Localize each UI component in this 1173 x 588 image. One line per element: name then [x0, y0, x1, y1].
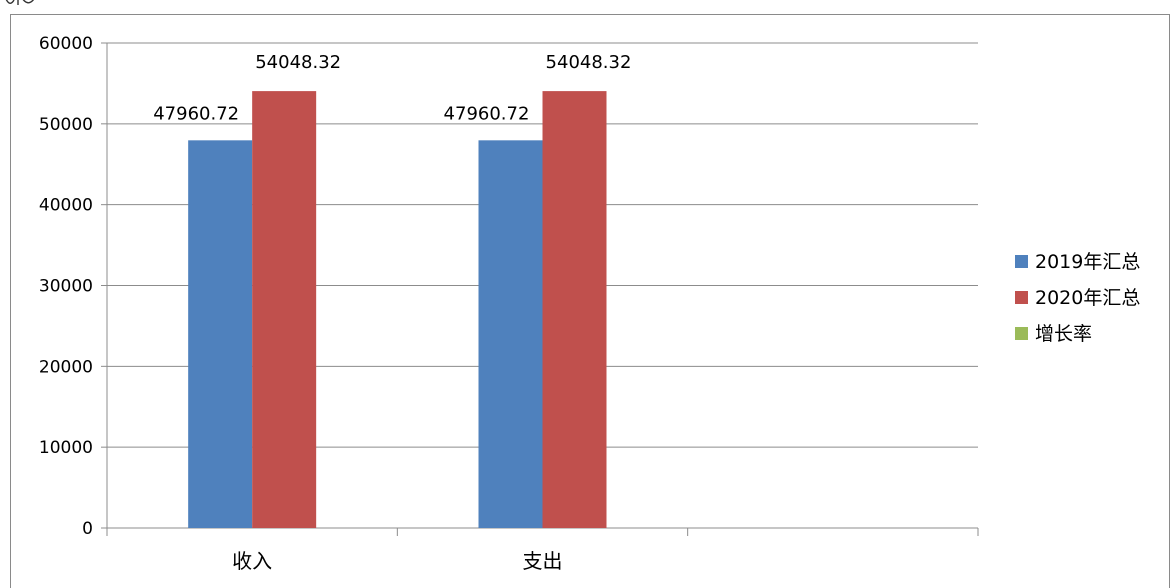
bars: [188, 91, 607, 529]
y-tick-label: 50000: [39, 115, 93, 135]
y-tick-label: 60000: [39, 34, 93, 54]
legend-swatch: [1015, 291, 1028, 304]
legend-label: 2019年汇总: [1035, 251, 1140, 273]
data-label: 54048.32: [255, 52, 341, 73]
bar: [478, 140, 543, 529]
bar: [542, 91, 607, 529]
legend-swatch: [1015, 255, 1028, 268]
y-tick-label: 20000: [39, 357, 93, 377]
legend-swatch: [1015, 327, 1028, 340]
data-label: 54048.32: [546, 52, 632, 73]
data-label: 47960.72: [153, 103, 239, 124]
legend-label: 2020年汇总: [1035, 287, 1140, 309]
x-category-label: 支出: [523, 549, 563, 573]
cropped-header-fragment: [4, 0, 44, 8]
y-tick-label: 40000: [39, 196, 93, 216]
axes: 0 10000 20000 30000 40000 50000 60000 收入 支出: [39, 34, 979, 573]
y-tick-label: 30000: [39, 277, 93, 297]
data-label: 47960.72: [444, 103, 530, 124]
bar: [252, 91, 317, 529]
legend-label: 增长率: [1035, 323, 1092, 345]
data-labels: 47960.72 54048.32 47960.72 54048.32: [153, 52, 631, 124]
x-category-label: 收入: [232, 549, 272, 573]
bar: [188, 140, 253, 529]
cropped-glyph-mark: [5, 0, 35, 5]
y-tick-label: 10000: [39, 438, 93, 458]
y-tick-label: 0: [82, 519, 93, 539]
